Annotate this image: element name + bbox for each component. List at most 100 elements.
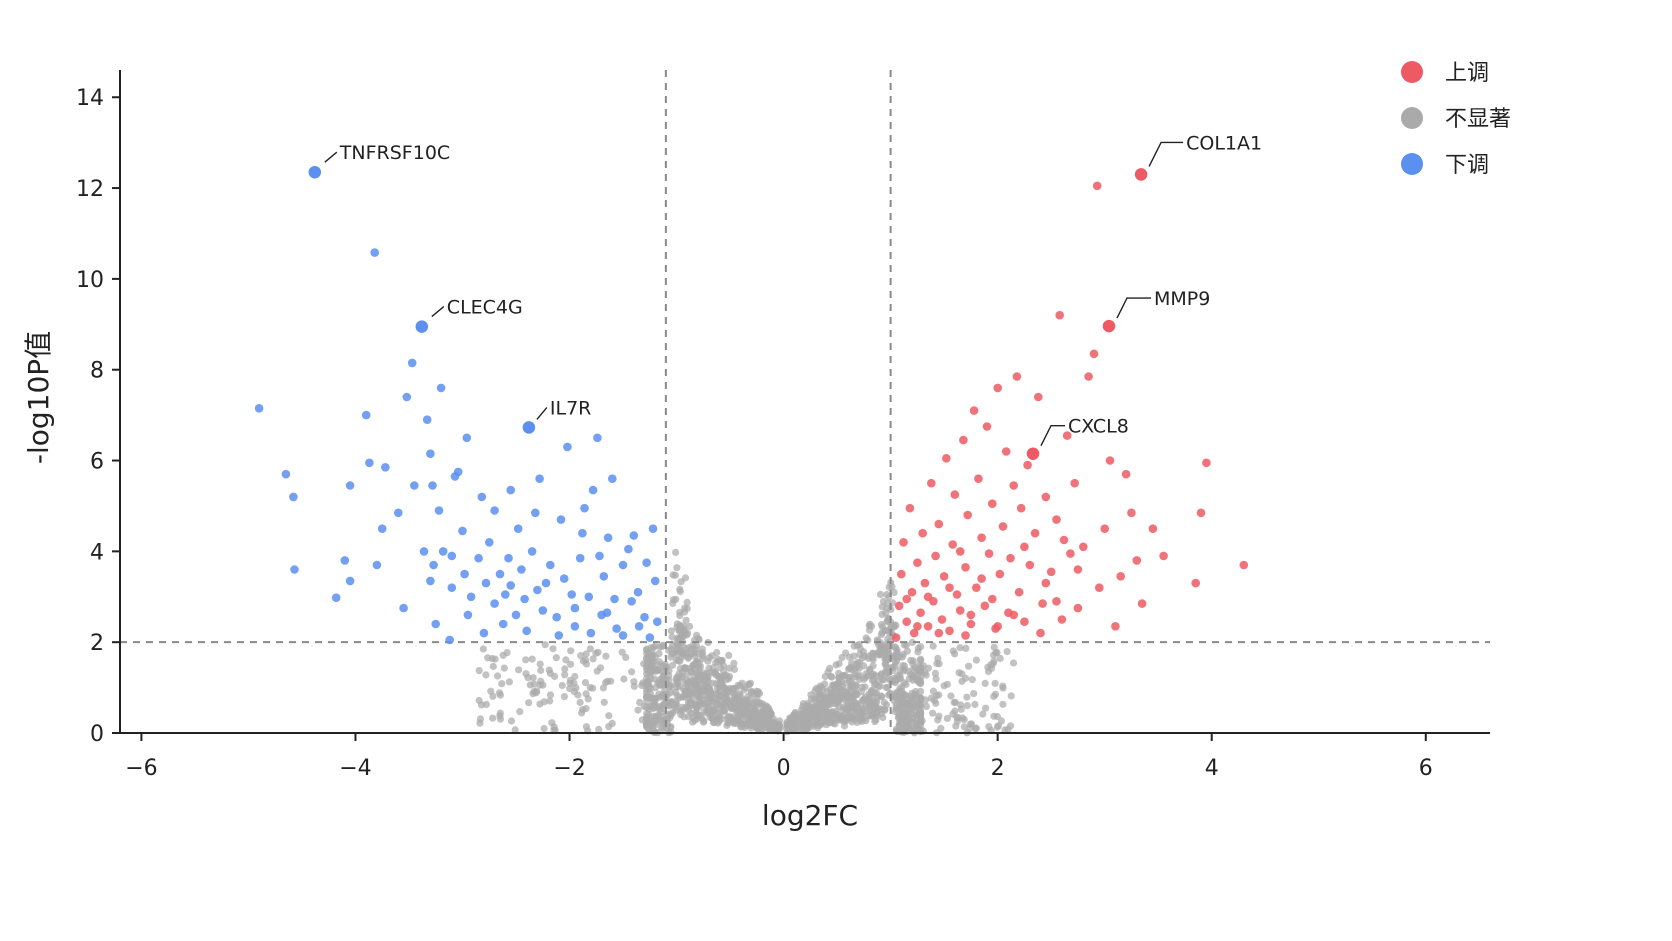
ns-point (652, 695, 660, 703)
down-point (618, 560, 628, 570)
up-point (1073, 565, 1083, 574)
ns-point (494, 672, 502, 680)
ns-point (984, 667, 993, 676)
up-point (982, 422, 992, 431)
ns-point (762, 716, 770, 725)
down-point (588, 485, 598, 495)
ns-point (841, 671, 849, 679)
ns-point (835, 669, 843, 677)
down-point (428, 481, 437, 490)
ns-point (657, 717, 665, 725)
ns-point (787, 723, 795, 732)
ns-point (507, 717, 516, 725)
ns-point (755, 689, 764, 698)
down-point (511, 610, 521, 620)
ns-point (552, 654, 560, 662)
ns-point (718, 673, 726, 681)
down-point (504, 553, 513, 563)
up-point (1012, 372, 1022, 381)
down-point (538, 606, 548, 615)
ns-point (658, 692, 666, 700)
ns-point (720, 667, 728, 675)
ns-point (851, 673, 859, 681)
ns-point (582, 650, 590, 658)
down-point (361, 410, 371, 420)
up-point (1148, 524, 1158, 533)
x-tick-label: 2 (991, 756, 1005, 781)
up-point (1202, 458, 1211, 468)
ns-point (679, 668, 687, 676)
ns-point (894, 697, 903, 706)
ns-point (955, 669, 963, 677)
ns-point (715, 717, 723, 725)
ns-point (725, 651, 733, 660)
ns-point (567, 660, 575, 668)
ns-point (851, 710, 860, 719)
ns-point (720, 661, 728, 670)
down-point (254, 404, 264, 413)
ns-point (650, 712, 658, 720)
ns-point (570, 688, 578, 696)
down-point (575, 553, 585, 563)
ns-point (679, 642, 687, 650)
ns-point (540, 724, 548, 733)
down-point (370, 248, 380, 257)
y-tick-label: 2 (90, 631, 104, 656)
ns-point (648, 655, 656, 663)
ns-point (618, 648, 626, 656)
down-point (520, 594, 529, 604)
down-point (345, 481, 355, 490)
up-point (993, 622, 1002, 631)
ns-point (904, 667, 912, 675)
ns-point (479, 645, 487, 653)
not-significant-points (475, 548, 1018, 737)
ns-point (1007, 692, 1015, 700)
down-point (466, 592, 476, 602)
up-point (913, 558, 922, 567)
ns-point (994, 722, 1003, 730)
ns-point (803, 721, 811, 729)
up-point (1239, 560, 1249, 570)
ns-point (940, 682, 948, 690)
ns-point (965, 662, 973, 670)
down-point (381, 463, 390, 472)
up-point (993, 383, 1002, 393)
up-point (966, 619, 976, 629)
up-point (1105, 456, 1115, 465)
ns-point (582, 690, 590, 698)
ns-point (655, 649, 663, 658)
ns-point (500, 664, 508, 672)
ns-point (871, 718, 879, 726)
ns-point (496, 709, 504, 717)
ns-point (893, 648, 901, 656)
ns-point (877, 710, 885, 718)
ns-point (972, 656, 981, 664)
ns-point (560, 693, 569, 701)
ns-point (675, 683, 683, 691)
ns-point (599, 684, 608, 692)
ns-point (690, 681, 699, 689)
gene-label: IL7R (550, 397, 591, 419)
down-point (593, 433, 602, 443)
down-point (570, 603, 580, 613)
ns-point (968, 720, 976, 728)
ns-point (647, 718, 655, 726)
ns-point (883, 667, 891, 676)
legend-marker-down (1401, 153, 1423, 175)
ns-point (816, 699, 824, 707)
up-point (945, 626, 954, 636)
legend-label-down: 下调 (1445, 153, 1489, 178)
ns-point (999, 700, 1007, 708)
ns-point (688, 645, 696, 653)
down-point (340, 556, 350, 565)
ns-point (475, 696, 483, 705)
up-point (1036, 628, 1045, 638)
down-point (479, 628, 489, 638)
down-point (407, 358, 417, 368)
up-point (972, 583, 981, 592)
ns-point (951, 650, 959, 658)
ns-point (910, 718, 918, 726)
ns-point (931, 669, 940, 678)
ns-point (567, 647, 575, 655)
